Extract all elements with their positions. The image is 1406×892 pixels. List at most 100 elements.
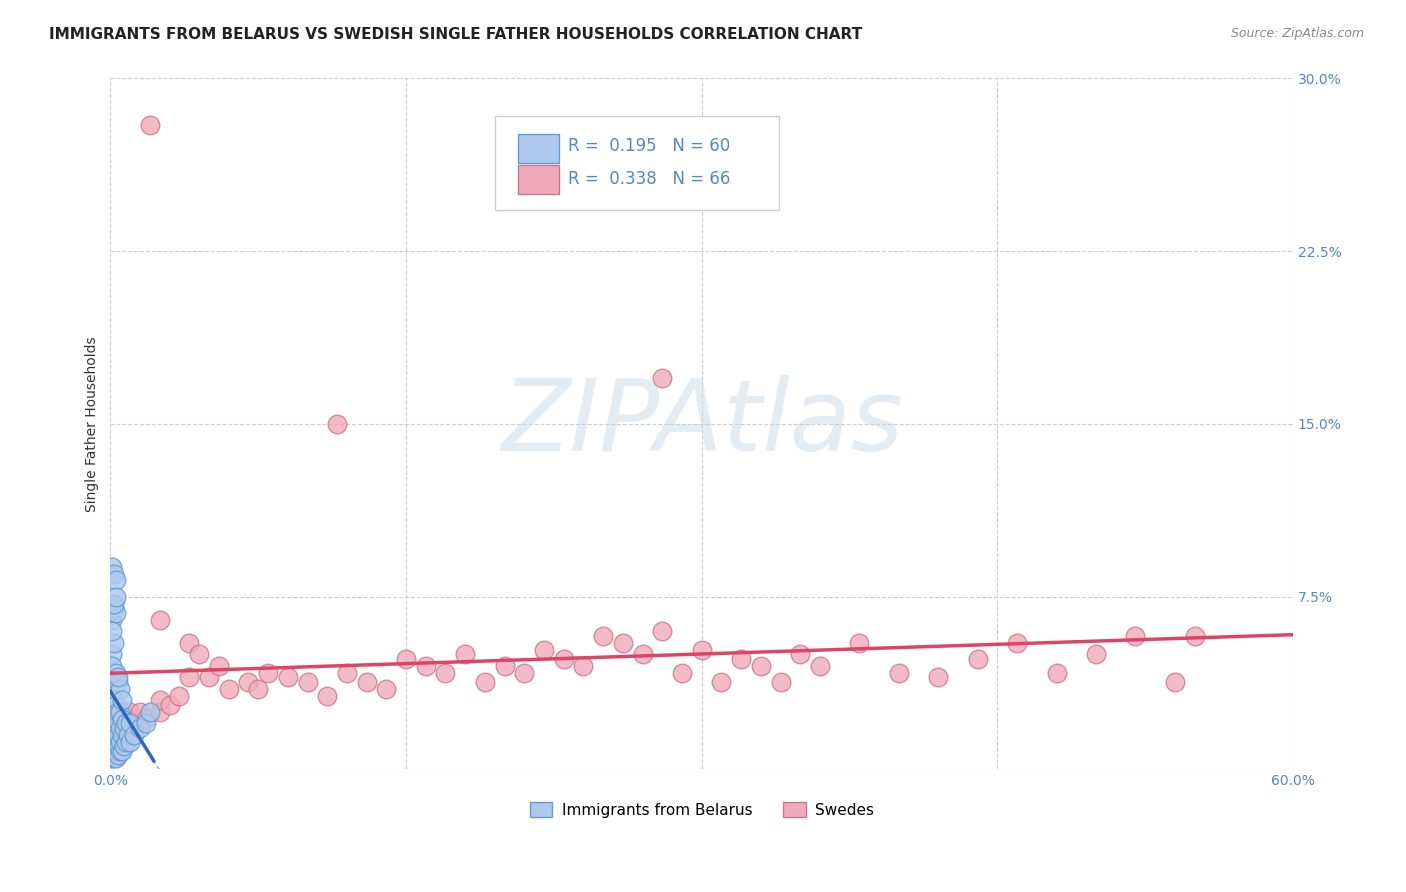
- Point: [238, 674, 260, 689]
- Point: [247, 681, 270, 696]
- Point: [1045, 665, 1067, 680]
- Point: [110, 734, 132, 748]
- Point: [111, 712, 134, 726]
- Point: [434, 665, 457, 680]
- Point: [107, 721, 129, 735]
- Point: [122, 728, 145, 742]
- Point: [139, 705, 162, 719]
- Point: [533, 642, 555, 657]
- Point: [474, 674, 496, 689]
- Point: [966, 652, 988, 666]
- Point: [110, 744, 132, 758]
- Point: [149, 705, 172, 719]
- Point: [927, 670, 949, 684]
- Point: [101, 734, 124, 748]
- Point: [101, 728, 124, 742]
- Point: [120, 705, 142, 719]
- Point: [257, 665, 280, 680]
- FancyBboxPatch shape: [519, 134, 558, 162]
- Point: [1005, 635, 1028, 649]
- Point: [356, 674, 378, 689]
- Point: [101, 647, 124, 661]
- Legend: Immigrants from Belarus, Swedes: Immigrants from Belarus, Swedes: [523, 796, 880, 824]
- Point: [101, 744, 124, 758]
- Point: [111, 728, 134, 742]
- Point: [769, 674, 792, 689]
- Point: [553, 652, 575, 666]
- Point: [103, 693, 125, 707]
- Point: [101, 624, 124, 639]
- Point: [103, 635, 125, 649]
- Point: [218, 681, 240, 696]
- Point: [115, 712, 138, 726]
- Y-axis label: Single Father Households: Single Father Households: [86, 336, 100, 512]
- Point: [120, 734, 142, 748]
- Point: [297, 674, 319, 689]
- Point: [631, 647, 654, 661]
- Point: [105, 574, 128, 588]
- Point: [101, 658, 124, 673]
- Point: [848, 635, 870, 649]
- Point: [111, 744, 134, 758]
- Point: [105, 751, 128, 765]
- Point: [375, 681, 398, 696]
- Point: [179, 635, 201, 649]
- Point: [188, 647, 211, 661]
- Point: [494, 658, 516, 673]
- Point: [105, 744, 128, 758]
- Point: [103, 601, 125, 615]
- Point: [107, 705, 129, 719]
- Text: IMMIGRANTS FROM BELARUS VS SWEDISH SINGLE FATHER HOUSEHOLDS CORRELATION CHART: IMMIGRANTS FROM BELARUS VS SWEDISH SINGL…: [49, 27, 862, 42]
- Point: [112, 721, 135, 735]
- Point: [103, 744, 125, 758]
- Point: [107, 739, 129, 754]
- Point: [101, 705, 124, 719]
- Point: [454, 647, 477, 661]
- Point: [730, 652, 752, 666]
- Point: [149, 613, 172, 627]
- Point: [103, 734, 125, 748]
- Point: [112, 739, 135, 754]
- Point: [120, 716, 142, 731]
- Point: [105, 606, 128, 620]
- Text: Source: ZipAtlas.com: Source: ZipAtlas.com: [1230, 27, 1364, 40]
- Point: [671, 665, 693, 680]
- Point: [105, 712, 128, 726]
- Point: [105, 665, 128, 680]
- Point: [101, 739, 124, 754]
- Point: [103, 566, 125, 581]
- Point: [111, 728, 134, 742]
- Point: [103, 712, 125, 726]
- Point: [316, 689, 339, 703]
- Point: [336, 665, 359, 680]
- Point: [129, 721, 152, 735]
- Point: [107, 728, 129, 742]
- Point: [129, 705, 152, 719]
- Point: [1164, 674, 1187, 689]
- Text: R =  0.195   N = 60: R = 0.195 N = 60: [568, 136, 730, 154]
- Point: [1125, 629, 1147, 643]
- Point: [749, 658, 772, 673]
- Text: R =  0.338   N = 66: R = 0.338 N = 66: [568, 169, 731, 187]
- Point: [103, 721, 125, 735]
- Point: [105, 728, 128, 742]
- Point: [572, 658, 595, 673]
- Point: [159, 698, 181, 712]
- Point: [887, 665, 910, 680]
- Point: [115, 716, 138, 731]
- Point: [101, 716, 124, 731]
- Point: [139, 118, 162, 132]
- Point: [651, 371, 673, 385]
- Point: [117, 728, 139, 742]
- Point: [103, 739, 125, 754]
- Point: [111, 693, 134, 707]
- Point: [1084, 647, 1107, 661]
- Point: [101, 728, 124, 742]
- Point: [612, 635, 634, 649]
- Point: [110, 681, 132, 696]
- Point: [105, 590, 128, 604]
- Point: [169, 689, 191, 703]
- Point: [1184, 629, 1206, 643]
- Point: [179, 670, 201, 684]
- Point: [710, 674, 733, 689]
